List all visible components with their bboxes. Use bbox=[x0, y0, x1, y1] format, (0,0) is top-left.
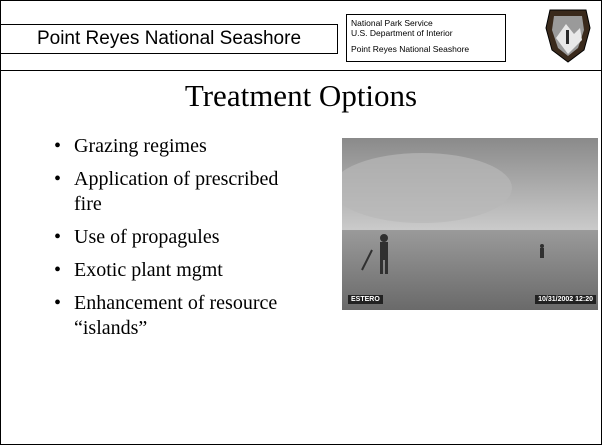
agency-line: U.S. Department of Interior bbox=[351, 28, 505, 38]
agency-line: National Park Service bbox=[351, 18, 505, 28]
photo-timestamp: 10/31/2002 12:20 bbox=[535, 295, 596, 304]
header-rule bbox=[0, 70, 602, 71]
bullet: Enhancement of resource “islands” bbox=[52, 291, 294, 341]
bullet: Grazing regimes bbox=[52, 134, 294, 159]
bullet: Application of prescribed fire bbox=[52, 167, 294, 217]
photo-scene bbox=[342, 138, 598, 310]
header-title: Point Reyes National Seashore bbox=[0, 24, 338, 54]
bullet: Exotic plant mgmt bbox=[52, 258, 294, 283]
slide-title: Treatment Options bbox=[0, 78, 602, 114]
slide: Point Reyes National Seashore National P… bbox=[0, 0, 602, 445]
photo: ESTERO 10/31/2002 12:20 bbox=[342, 138, 598, 310]
bullet: Use of propagules bbox=[52, 225, 294, 250]
nps-logo bbox=[544, 8, 592, 64]
agency-line: Point Reyes National Seashore bbox=[351, 44, 505, 54]
photo-location: ESTERO bbox=[348, 295, 383, 304]
agency-box: National Park Service U.S. Department of… bbox=[346, 14, 506, 62]
bullet-list: Grazing regimes Application of prescribe… bbox=[52, 134, 352, 349]
